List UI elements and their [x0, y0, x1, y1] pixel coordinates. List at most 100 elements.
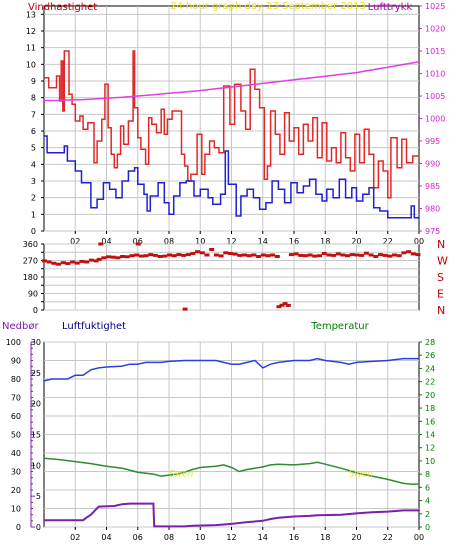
humidity-tick-label: 80	[11, 375, 21, 384]
y-tick-label: 180	[23, 273, 38, 282]
direction-point	[227, 252, 233, 255]
direction-point	[246, 254, 252, 258]
direction-point	[79, 259, 85, 263]
direction-point	[213, 253, 219, 257]
direction-point	[129, 254, 135, 258]
x-tick-label: 04	[101, 533, 111, 542]
direction-point	[260, 253, 266, 257]
direction-point	[135, 242, 141, 246]
direction-point	[171, 254, 177, 258]
y-tick-label: 10	[26, 60, 36, 69]
rain-label: Nedbør	[2, 321, 39, 332]
direction-point	[317, 254, 322, 258]
direction-point	[387, 254, 393, 258]
x-tick-label: 18	[320, 533, 330, 542]
direction-point	[42, 259, 47, 263]
direction-point	[148, 253, 154, 257]
x-tick-label: 14	[258, 237, 268, 246]
rain-tick-label: 10	[31, 461, 41, 470]
direction-point	[65, 262, 71, 266]
direction-point	[237, 253, 243, 257]
direction-point	[265, 254, 271, 258]
x-tick-label: 08	[164, 533, 174, 542]
compass-label: W	[437, 255, 448, 268]
direction-point	[60, 261, 66, 265]
direction-point	[84, 260, 90, 264]
x-tick-label: 16	[289, 237, 299, 246]
rain-tick-label: 30	[31, 338, 41, 347]
y-tick-label: 5	[31, 144, 36, 153]
direction-point	[274, 255, 280, 258]
direction-point	[349, 253, 355, 257]
humidity-tick-label: 50	[11, 431, 21, 440]
rain-humidity-temp-series	[43, 357, 419, 528]
y-tick-label: 8	[31, 94, 36, 103]
x-tick-label: 22	[383, 237, 393, 246]
y-tick-label: 9	[31, 77, 36, 86]
temperature-tick-label: 28	[425, 338, 435, 347]
humidity-tick-label: 0	[16, 523, 21, 532]
direction-point	[120, 255, 126, 258]
direction-point	[157, 255, 163, 258]
pressure-tick-label: 985	[425, 182, 440, 191]
direction-point	[204, 253, 210, 257]
direction-point	[345, 254, 351, 258]
direction-point	[98, 242, 104, 246]
direction-point	[143, 254, 149, 258]
humidity-line	[43, 357, 419, 382]
direction-point	[115, 256, 121, 260]
humidity-tick-label: 30	[11, 468, 21, 477]
direction-point	[152, 253, 158, 257]
humidity-tick-label: 100	[6, 338, 21, 347]
y-tick-label: 0	[31, 227, 36, 236]
temperature-tick-label: 10	[425, 457, 435, 466]
direction-point	[162, 254, 168, 258]
direction-point	[270, 253, 276, 257]
direction-point	[285, 303, 291, 307]
pressure-tick-label: 1010	[425, 70, 445, 79]
x-tick-label: 10	[195, 533, 205, 542]
y-tick-label: 2	[31, 194, 36, 203]
direction-point	[288, 253, 294, 257]
direction-point	[340, 253, 346, 257]
temperature-tick-label: 2	[425, 510, 430, 519]
temperature-tick-label: 14	[425, 431, 435, 440]
y-tick-label: 0	[33, 306, 38, 315]
temperature-tick-label: 26	[425, 351, 435, 360]
compass-label: N	[437, 304, 445, 317]
direction-point	[307, 253, 313, 257]
annotations: Swen Swen	[169, 469, 373, 479]
y-tick-label: 1	[31, 210, 36, 219]
direction-point	[401, 251, 407, 255]
direction-point	[335, 252, 341, 256]
direction-point	[415, 253, 421, 257]
rain-axis: 0 5 10 15 20 25 30	[30, 338, 41, 532]
temperature-tick-label: 18	[425, 404, 435, 413]
temperature-tick-label: 6	[425, 483, 430, 492]
x-tick-label: 04	[101, 237, 111, 246]
wind-direction-series	[42, 242, 421, 311]
direction-point	[218, 254, 224, 258]
direction-point	[312, 254, 318, 258]
rain-tick-label: 5	[36, 492, 41, 501]
direction-point	[181, 253, 187, 257]
temperature-tick-label: 4	[425, 497, 430, 506]
direction-point	[410, 252, 416, 256]
x-tick-label: 22	[383, 533, 393, 542]
humidity-axis: 0 10 20 30 40 50 60 70 80 90 100	[6, 338, 21, 532]
y-tick-label: 6	[31, 127, 36, 136]
direction-point	[106, 255, 112, 259]
direction-point	[359, 253, 365, 257]
humidity-tick-label: 40	[11, 449, 21, 458]
x-tick-label: 20	[351, 237, 361, 246]
direction-point	[46, 260, 52, 264]
compass-label: E	[437, 288, 444, 301]
y-tick-label: 90	[28, 290, 38, 299]
direction-point	[279, 303, 285, 307]
direction-point	[223, 251, 229, 255]
y-tick-label: 3	[31, 177, 36, 186]
humidity-label: Luftfuktighet	[62, 321, 126, 332]
